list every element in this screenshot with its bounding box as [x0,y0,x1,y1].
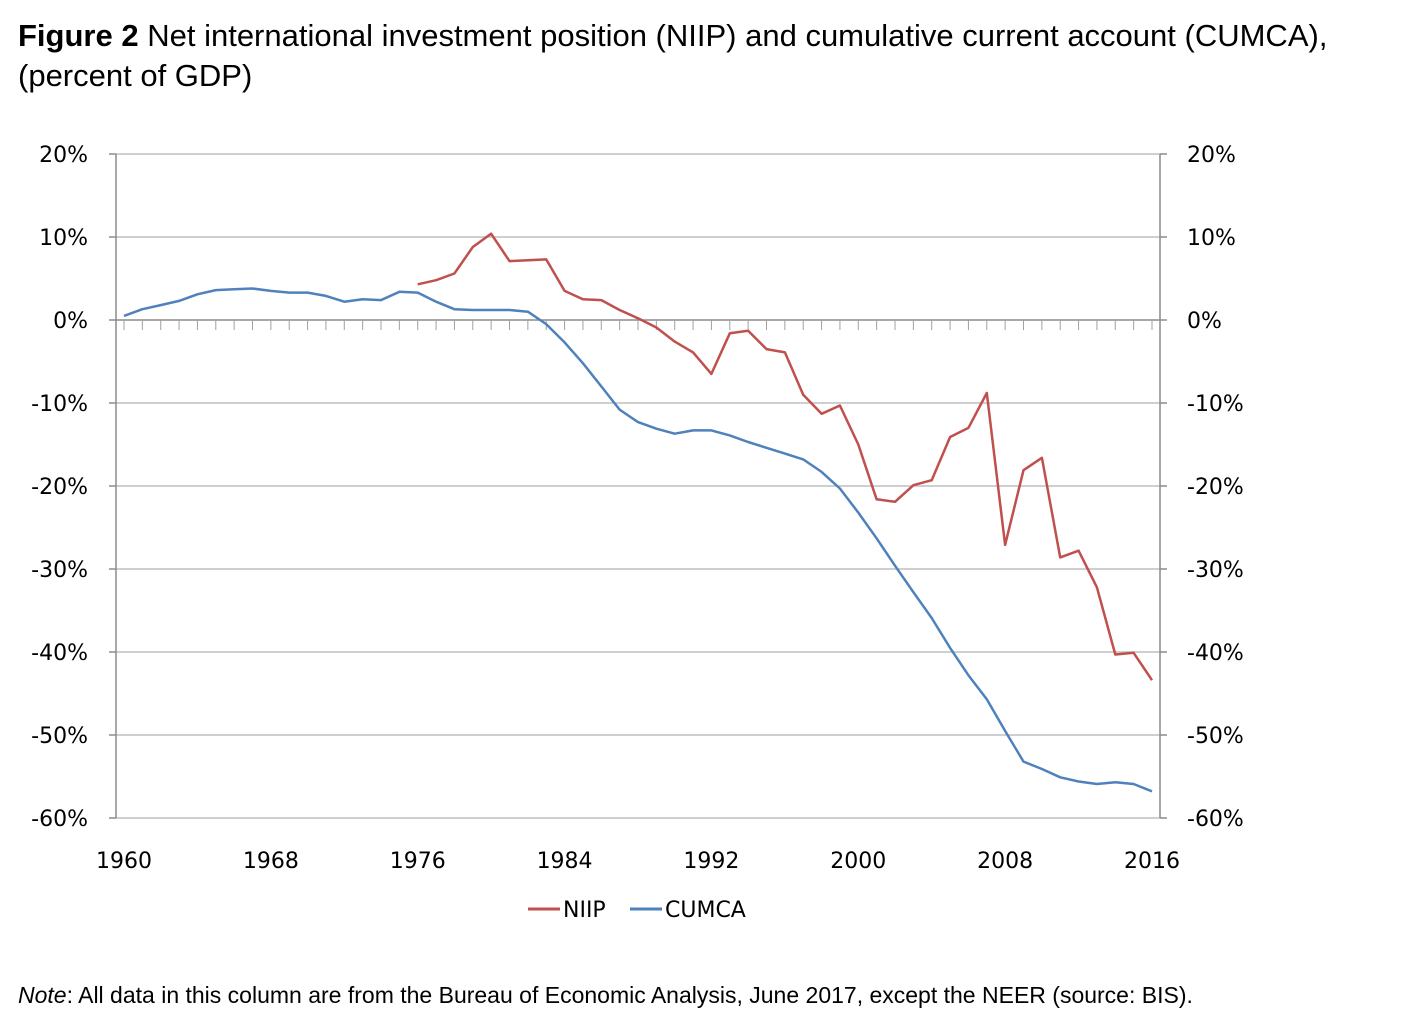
y-tick-label-right: -10% [1187,392,1244,417]
x-tick-label: 1960 [96,849,152,874]
figure-title-text: Net international investment position (N… [18,18,1328,93]
y-tick-label-right: -30% [1187,558,1244,583]
legend-cumca-label: CUMCA [665,898,746,923]
y-tick-label-left: -40% [31,641,88,666]
legend: NIIP CUMCA [528,898,746,923]
note-label: Note [18,982,67,1008]
y-tick-label-right: -60% [1187,807,1244,832]
x-tick-label: 2008 [977,849,1033,874]
y-tick-label-left: 10% [39,226,88,251]
figure-title: Figure 2 Net international investment po… [18,16,1388,96]
x-tick-labels: 1960 1968 1976 1984 1992 2000 2008 2016 [96,849,1180,874]
figure-note: Note: All data in this column are from t… [18,982,1193,1009]
y-tick-label-left: -60% [31,807,88,832]
note-text: : All data in this column are from the B… [66,982,1193,1008]
figure-label: Figure 2 [18,18,139,53]
y-tick-label-left: -10% [31,392,88,417]
line-chart: 20% 20% 10% 10% 0% 0% -10% -10% -20% -20% -30% -30%… [31,143,1244,923]
y-tick-label-right: 20% [1187,143,1236,168]
y-tick-label-right: -20% [1187,475,1244,500]
x-tick-label: 1976 [390,849,446,874]
y-tick-label-left: -50% [31,724,88,749]
x-tick-label: 2016 [1124,849,1180,874]
x-minor-ticks [123,320,1153,330]
y-tick-label-left: 0% [53,309,88,334]
data-series [123,232,1154,793]
gridlines [109,153,1167,819]
y-tick-label-left: 20% [39,143,88,168]
y-tick-label-left: -30% [31,558,88,583]
y-tick-label-left: -20% [31,475,88,500]
y-tick-label-right: 0% [1187,309,1222,334]
y-tick-label-right: 10% [1187,226,1236,251]
y-tick-label-right: -50% [1187,724,1244,749]
x-tick-label: 1968 [243,849,299,874]
y-tick-label-right: -40% [1187,641,1244,666]
y-tick-labels: 20% 20% 10% 10% 0% 0% -10% -10% -20% -20% -30% -30%… [31,143,1244,832]
x-tick-label: 1992 [683,849,739,874]
series-line-niip [417,232,1154,681]
x-tick-label: 1984 [537,849,593,874]
legend-niip-label: NIIP [563,898,606,923]
x-tick-label: 2000 [830,849,886,874]
series-line-cumca [123,287,1153,793]
